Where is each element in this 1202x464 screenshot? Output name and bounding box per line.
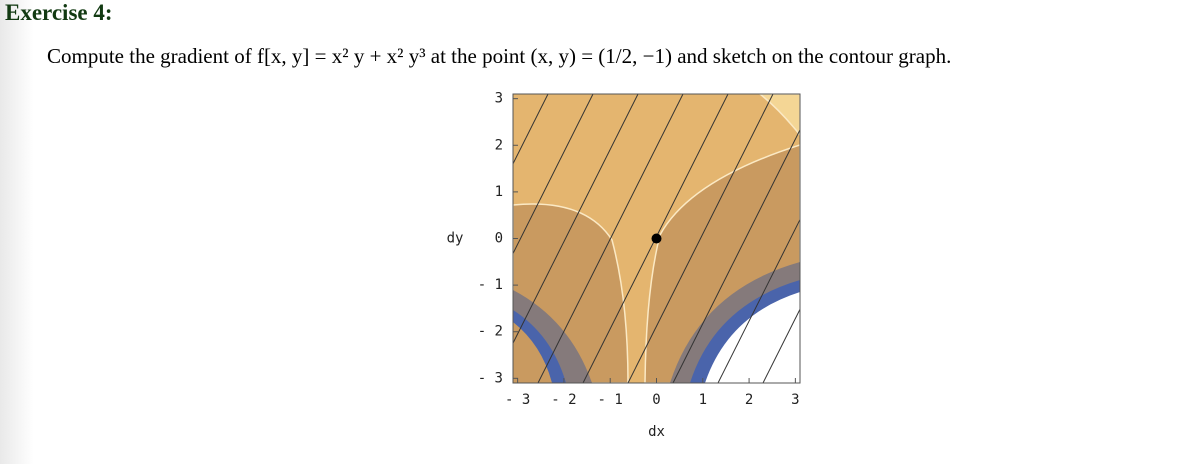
y-tick-label: 3 [495,91,503,107]
x-tick-label: 2 [745,392,753,408]
contour-regions [513,94,800,383]
y-tick-label: - 3 [478,370,503,386]
x-tick-label: - 1 [598,392,623,408]
y-axis-label: dy [447,231,464,247]
x-tick-label: 3 [791,392,799,408]
y-tick-label: - 1 [478,277,503,293]
y-tick-label: 0 [495,231,503,247]
x-tick-label: 1 [699,392,707,408]
x-tick-label: 0 [652,392,660,408]
problem-text: Compute the gradient of f[x, y] = x² y +… [47,44,952,68]
x-axis-label: dx [648,424,665,440]
y-tick-label: 2 [495,137,503,153]
exercise-title: Exercise 4: [5,0,113,25]
margin-strip [0,0,34,464]
y-tick-label: 1 [495,184,503,200]
axes: - 3 - 2 - 1 0 1 2 3 - 3 - 2 - 1 0 1 2 3 dx dy [447,91,800,440]
y-tick-label: - 2 [478,324,503,340]
point [651,233,662,244]
x-tick-label: - 3 [505,392,530,408]
x-tick-label: - 2 [551,392,576,408]
